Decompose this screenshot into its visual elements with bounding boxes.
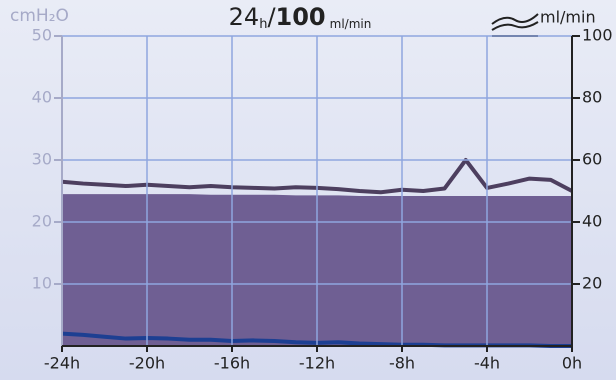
- y-tick-label: 20: [32, 212, 52, 231]
- y2-tick-label: 60: [582, 150, 602, 169]
- title-part: ml/min: [330, 17, 372, 31]
- y2-tick-label: 80: [582, 88, 602, 107]
- y-tick-label: 10: [32, 274, 52, 293]
- y2-tick-label: 20: [582, 274, 602, 293]
- y-axis-label: cmH₂O: [10, 6, 69, 26]
- y2-tick-label: 40: [582, 212, 602, 231]
- x-tick-label: -8h: [389, 354, 415, 373]
- y-tick-label: 40: [32, 88, 52, 107]
- x-tick-label: 0h: [562, 354, 582, 373]
- chart: cmH₂O 24h/100ml/min ml/min 1020304050204…: [0, 0, 616, 380]
- y2-tick-label: 100: [582, 26, 613, 45]
- y2-axis-label: ml/min: [540, 8, 596, 27]
- x-tick-label: -12h: [299, 354, 335, 373]
- title-part: 24: [229, 3, 260, 31]
- x-tick-label: -4h: [474, 354, 500, 373]
- y-tick-label: 30: [32, 150, 52, 169]
- title-part: h: [259, 17, 267, 32]
- y-tick-label: 50: [32, 26, 52, 45]
- x-tick-label: -24h: [44, 354, 80, 373]
- title-part: 100: [276, 3, 326, 31]
- x-tick-label: -16h: [214, 354, 250, 373]
- x-tick-label: -20h: [129, 354, 165, 373]
